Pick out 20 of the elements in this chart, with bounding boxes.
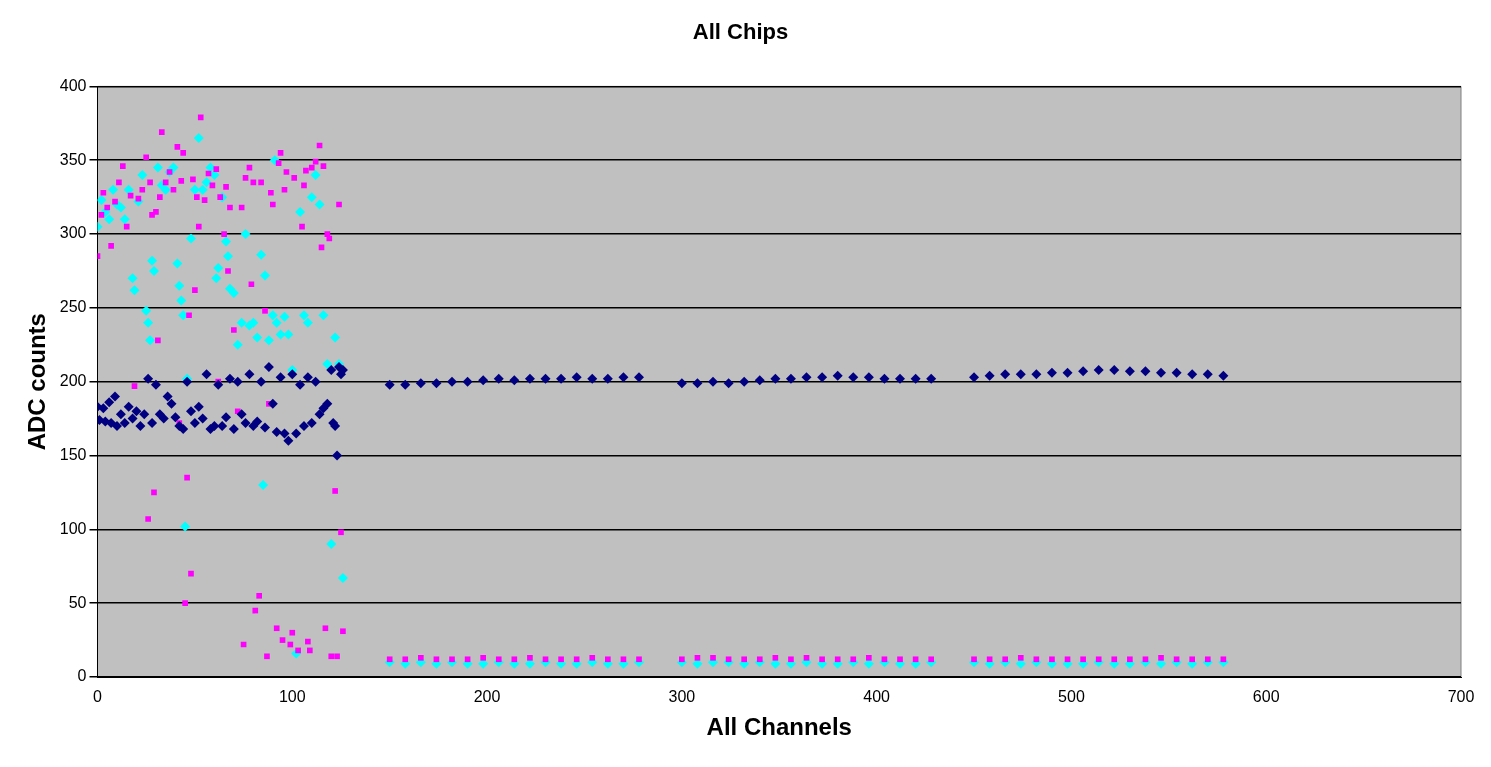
y-tick-label: 100 [59,519,87,537]
x-tick-label: 200 [473,688,501,706]
y-tick-label: 300 [59,224,87,242]
x-tick-label: 600 [1252,688,1280,706]
y-tick-label: 200 [59,372,87,390]
x-tick-label: 0 [93,688,103,706]
y-tick-label: 0 [77,667,87,685]
y-tick-label: 250 [59,298,87,316]
chart-title: All Chips [692,19,789,45]
x-axis-title: All Channels [706,713,852,741]
y-tick-label: 400 [59,76,87,94]
x-tick-label: 500 [1058,688,1085,706]
x-tick-label: 700 [1447,688,1475,706]
x-tick-label: 100 [278,688,306,706]
y-tick-label: 350 [59,150,87,168]
x-tick-label: 400 [863,688,891,706]
y-tick-label: 150 [59,445,87,463]
x-tick-label: 300 [668,688,696,706]
y-axis-title: ADC counts [23,313,51,451]
y-tick-label: 50 [68,593,87,611]
